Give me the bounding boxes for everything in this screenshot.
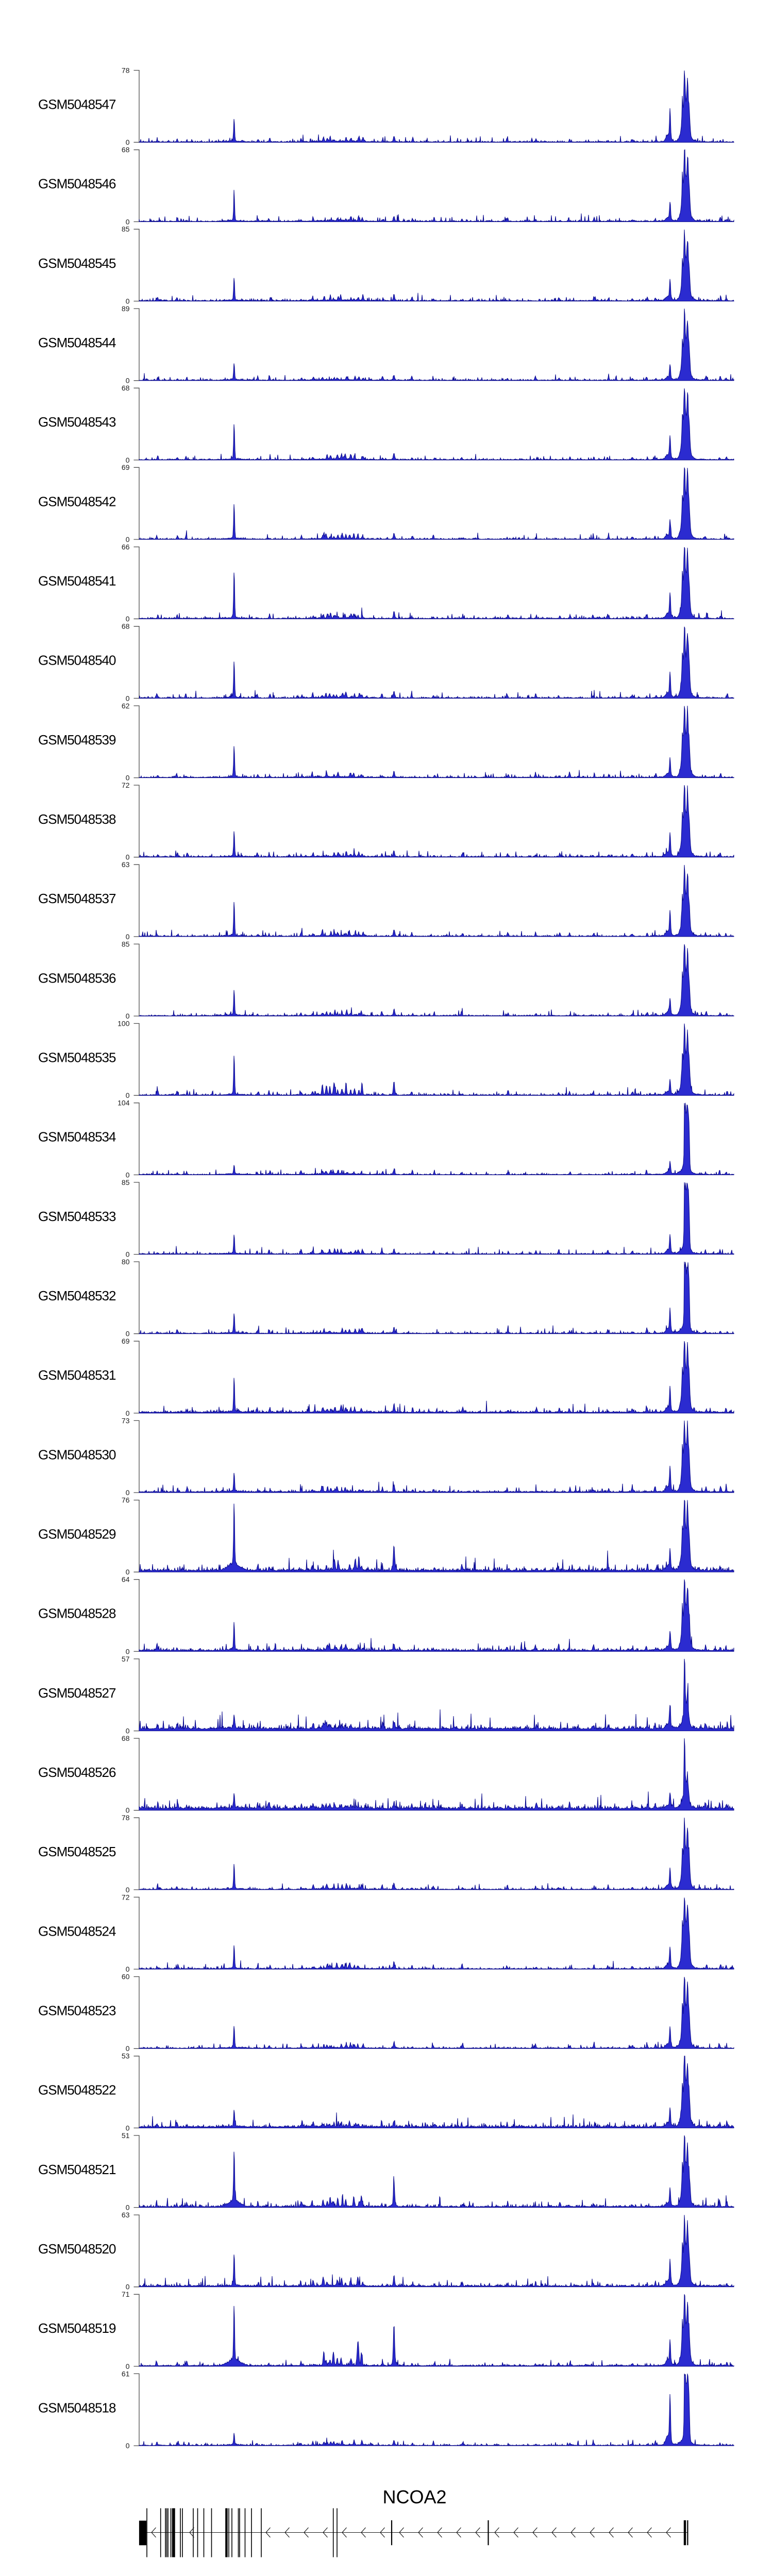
svg-text:0: 0 (126, 2283, 130, 2291)
svg-text:GSM5048547: GSM5048547 (38, 96, 116, 112)
svg-text:100: 100 (117, 1019, 130, 1027)
svg-text:GSM5048524: GSM5048524 (38, 1923, 116, 1939)
svg-text:62: 62 (122, 702, 130, 710)
svg-text:0: 0 (126, 1727, 130, 1735)
svg-text:GSM5048539: GSM5048539 (38, 732, 116, 748)
svg-text:0: 0 (126, 1806, 130, 1815)
svg-text:GSM5048543: GSM5048543 (38, 414, 116, 430)
svg-text:72: 72 (122, 781, 130, 789)
svg-text:68: 68 (122, 146, 130, 154)
svg-text:85: 85 (122, 1178, 130, 1187)
svg-text:0: 0 (126, 774, 130, 782)
svg-text:73: 73 (122, 1416, 130, 1425)
svg-text:68: 68 (122, 622, 130, 631)
svg-text:0: 0 (126, 2044, 130, 2053)
svg-text:53: 53 (122, 2052, 130, 2060)
svg-text:0: 0 (126, 1886, 130, 1894)
svg-text:GSM5048535: GSM5048535 (38, 1050, 116, 1065)
svg-text:0: 0 (126, 2362, 130, 2370)
svg-text:0: 0 (126, 1568, 130, 1576)
svg-text:68: 68 (122, 384, 130, 392)
svg-text:GSM5048519: GSM5048519 (38, 2320, 116, 2336)
svg-text:0: 0 (126, 853, 130, 861)
svg-text:0: 0 (126, 297, 130, 305)
svg-text:68: 68 (122, 1734, 130, 1742)
svg-text:0: 0 (126, 2442, 130, 2450)
svg-text:0: 0 (126, 535, 130, 544)
svg-text:GSM5048518: GSM5048518 (38, 2400, 116, 2415)
svg-text:61: 61 (122, 2369, 130, 2378)
svg-text:GSM5048525: GSM5048525 (38, 1844, 116, 1859)
svg-text:72: 72 (122, 1893, 130, 1901)
svg-text:GSM5048520: GSM5048520 (38, 2241, 116, 2257)
svg-text:NCOA2: NCOA2 (382, 2486, 446, 2507)
svg-text:GSM5048545: GSM5048545 (38, 256, 116, 271)
svg-text:63: 63 (122, 2211, 130, 2219)
svg-text:85: 85 (122, 940, 130, 948)
svg-text:78: 78 (122, 66, 130, 74)
svg-text:0: 0 (126, 694, 130, 702)
svg-text:69: 69 (122, 1337, 130, 1345)
svg-text:78: 78 (122, 1814, 130, 1822)
svg-text:0: 0 (126, 138, 130, 146)
svg-text:GSM5048526: GSM5048526 (38, 1765, 116, 1780)
svg-text:0: 0 (126, 1091, 130, 1099)
svg-text:0: 0 (126, 1488, 130, 1497)
svg-text:71: 71 (122, 2290, 130, 2298)
svg-text:GSM5048540: GSM5048540 (38, 653, 116, 668)
svg-text:0: 0 (126, 1250, 130, 1259)
svg-text:0: 0 (126, 456, 130, 464)
svg-text:GSM5048536: GSM5048536 (38, 970, 116, 986)
svg-text:GSM5048538: GSM5048538 (38, 811, 116, 827)
svg-text:0: 0 (126, 2124, 130, 2132)
svg-text:64: 64 (122, 1575, 130, 1584)
svg-text:89: 89 (122, 304, 130, 313)
svg-text:0: 0 (126, 1409, 130, 1417)
svg-text:0: 0 (126, 217, 130, 226)
svg-text:GSM5048527: GSM5048527 (38, 1685, 116, 1701)
svg-text:0: 0 (126, 377, 130, 385)
svg-text:0: 0 (126, 1012, 130, 1020)
svg-text:GSM5048521: GSM5048521 (38, 2162, 116, 2177)
svg-text:57: 57 (122, 1655, 130, 1663)
svg-text:GSM5048523: GSM5048523 (38, 2003, 116, 2019)
svg-text:GSM5048534: GSM5048534 (38, 1129, 116, 1145)
svg-text:0: 0 (126, 1965, 130, 1973)
svg-text:80: 80 (122, 1258, 130, 1266)
svg-text:GSM5048522: GSM5048522 (38, 2082, 116, 2098)
svg-text:GSM5048542: GSM5048542 (38, 494, 116, 509)
svg-text:60: 60 (122, 1973, 130, 1981)
svg-text:69: 69 (122, 463, 130, 471)
svg-text:85: 85 (122, 225, 130, 233)
svg-text:0: 0 (126, 1171, 130, 1179)
svg-text:GSM5048533: GSM5048533 (38, 1209, 116, 1224)
svg-text:0: 0 (126, 933, 130, 941)
svg-text:0: 0 (126, 1330, 130, 1338)
svg-text:GSM5048529: GSM5048529 (38, 1527, 116, 1542)
svg-text:66: 66 (122, 543, 130, 551)
svg-text:GSM5048544: GSM5048544 (38, 335, 116, 350)
svg-text:76: 76 (122, 1496, 130, 1504)
svg-text:GSM5048537: GSM5048537 (38, 891, 116, 906)
svg-text:GSM5048530: GSM5048530 (38, 1447, 116, 1462)
svg-text:GSM5048532: GSM5048532 (38, 1288, 116, 1303)
svg-text:0: 0 (126, 2204, 130, 2212)
svg-text:0: 0 (126, 1647, 130, 1655)
svg-text:GSM5048528: GSM5048528 (38, 1606, 116, 1621)
svg-text:GSM5048531: GSM5048531 (38, 1367, 116, 1383)
svg-text:104: 104 (117, 1099, 130, 1107)
svg-text:51: 51 (122, 2131, 130, 2140)
svg-text:GSM5048546: GSM5048546 (38, 176, 116, 192)
svg-text:63: 63 (122, 860, 130, 869)
svg-text:0: 0 (126, 615, 130, 623)
svg-text:GSM5048541: GSM5048541 (38, 573, 116, 589)
